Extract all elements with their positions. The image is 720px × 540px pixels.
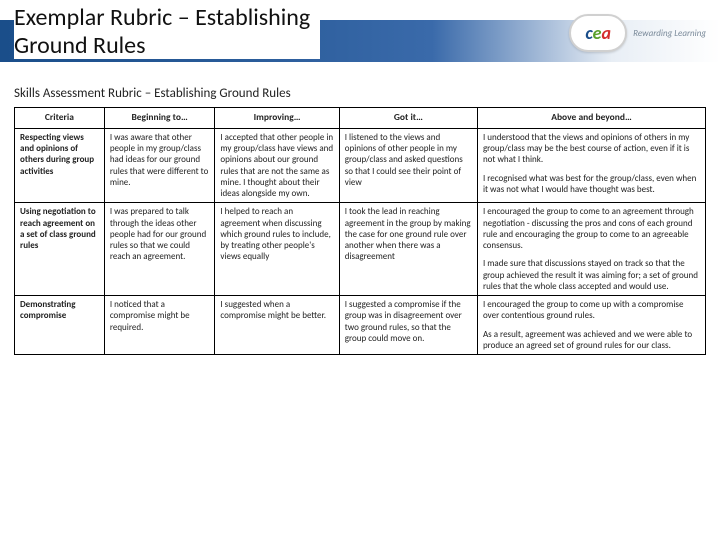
cell-paragraph: I noticed that a compromise might be req…: [110, 299, 210, 333]
cell-paragraph: I encouraged the group to come to an agr…: [483, 206, 700, 251]
logo-letters: cea: [585, 22, 611, 44]
col-header-got-it: Got it…: [339, 108, 477, 129]
cell-beginning: I was prepared to talk through the ideas…: [104, 203, 215, 296]
col-header-beginning: Beginning to…: [104, 108, 215, 129]
cell-criteria: Using negotiation to reach agreement on …: [15, 203, 105, 296]
table-header-row: Criteria Beginning to… Improving… Got it…: [15, 108, 706, 129]
logo-badge: cea: [569, 14, 627, 52]
cell-got-it: I listened to the views and opinions of …: [339, 128, 477, 203]
logo-tagline: Rewarding Learning: [633, 28, 706, 39]
cell-beginning: I noticed that a compromise might be req…: [104, 296, 215, 355]
col-header-improving: Improving…: [215, 108, 339, 129]
header: Exemplar Rubric – Establishing Ground Ru…: [0, 0, 720, 78]
cell-paragraph: I accepted that other people in my group…: [220, 132, 333, 200]
table-row: Using negotiation to reach agreement on …: [15, 203, 706, 296]
cell-paragraph: I recognised what was best for the group…: [483, 173, 700, 196]
cell-paragraph: I helped to reach an agreement when disc…: [220, 206, 333, 262]
cell-paragraph: As a result, agreement was achieved and …: [483, 329, 700, 352]
cell-paragraph: I was aware that other people in my grou…: [110, 132, 210, 188]
cell-above: I encouraged the group to come to an agr…: [477, 203, 705, 296]
title-line-1: Exemplar Rubric – Establishing: [14, 3, 310, 32]
cell-paragraph: I understood that the views and opinions…: [483, 132, 700, 166]
page-title: Exemplar Rubric – Establishing Ground Ru…: [14, 4, 320, 59]
col-header-above: Above and beyond…: [477, 108, 705, 129]
cell-got-it: I took the lead in reaching agreement in…: [339, 203, 477, 296]
title-line-2: Ground Rules: [14, 31, 146, 60]
cell-improving: I accepted that other people in my group…: [215, 128, 339, 203]
cell-improving: I helped to reach an agreement when disc…: [215, 203, 339, 296]
rubric-table: Criteria Beginning to… Improving… Got it…: [14, 107, 706, 355]
cell-paragraph: I listened to the views and opinions of …: [345, 132, 472, 188]
cell-paragraph: I encouraged the group to come up with a…: [483, 299, 700, 322]
rubric-subtitle: Skills Assessment Rubric – Establishing …: [14, 86, 706, 101]
cell-criteria: Respecting views and opinions of others …: [15, 128, 105, 203]
cell-criteria: Demonstrating compromise: [15, 296, 105, 355]
cell-paragraph: I made sure that discussions stayed on t…: [483, 258, 700, 292]
content: Skills Assessment Rubric – Establishing …: [0, 78, 720, 355]
cell-above: I encouraged the group to come up with a…: [477, 296, 705, 355]
table-row: Demonstrating compromiseI noticed that a…: [15, 296, 706, 355]
cell-above: I understood that the views and opinions…: [477, 128, 705, 203]
cell-paragraph: I suggested when a compromise might be b…: [220, 299, 333, 322]
logo-letter-a: a: [601, 22, 611, 44]
cell-paragraph: I was prepared to talk through the ideas…: [110, 206, 210, 262]
cell-got-it: I suggested a compromise if the group wa…: [339, 296, 477, 355]
logo: cea Rewarding Learning: [569, 14, 706, 52]
table-body: Respecting views and opinions of others …: [15, 128, 706, 354]
cell-beginning: I was aware that other people in my grou…: [104, 128, 215, 203]
table-row: Respecting views and opinions of others …: [15, 128, 706, 203]
cell-improving: I suggested when a compromise might be b…: [215, 296, 339, 355]
cell-paragraph: I took the lead in reaching agreement in…: [345, 206, 472, 262]
logo-letter-c: c: [585, 22, 592, 44]
col-header-criteria: Criteria: [15, 108, 105, 129]
cell-paragraph: I suggested a compromise if the group wa…: [345, 299, 472, 344]
